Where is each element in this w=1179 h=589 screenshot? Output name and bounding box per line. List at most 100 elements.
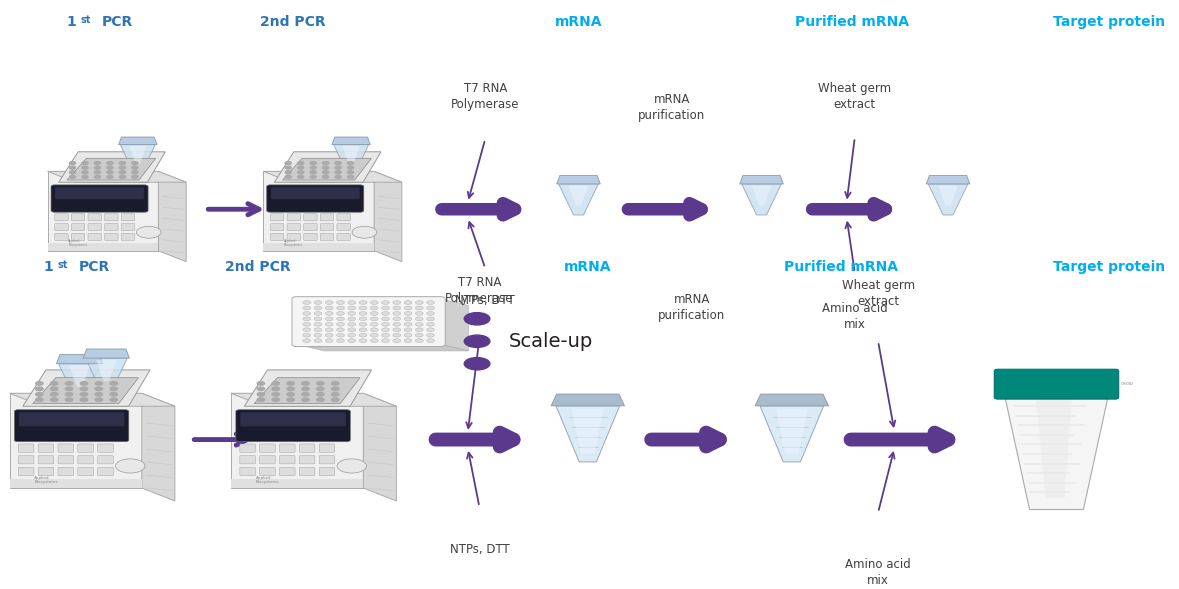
Circle shape <box>427 333 434 337</box>
Circle shape <box>80 387 87 391</box>
Circle shape <box>404 300 411 305</box>
FancyBboxPatch shape <box>38 444 54 452</box>
Text: 1: 1 <box>44 260 53 274</box>
Circle shape <box>331 398 338 402</box>
FancyBboxPatch shape <box>58 456 73 464</box>
Polygon shape <box>938 186 959 206</box>
Polygon shape <box>275 152 381 182</box>
Circle shape <box>427 312 434 315</box>
Polygon shape <box>760 406 824 462</box>
FancyBboxPatch shape <box>19 456 34 464</box>
FancyBboxPatch shape <box>19 444 34 452</box>
Circle shape <box>302 387 309 391</box>
Circle shape <box>83 171 88 174</box>
Circle shape <box>286 387 295 391</box>
Circle shape <box>360 317 367 321</box>
Circle shape <box>360 328 367 332</box>
Circle shape <box>70 171 75 174</box>
Circle shape <box>303 312 310 315</box>
FancyBboxPatch shape <box>121 214 134 221</box>
Polygon shape <box>158 171 186 262</box>
Circle shape <box>415 312 423 315</box>
Circle shape <box>83 161 88 164</box>
Text: Applied
Biosystems: Applied Biosystems <box>256 475 279 484</box>
Polygon shape <box>70 365 90 387</box>
FancyBboxPatch shape <box>51 185 149 212</box>
Circle shape <box>382 317 389 321</box>
FancyBboxPatch shape <box>121 233 134 240</box>
Circle shape <box>415 322 423 326</box>
Circle shape <box>302 398 309 402</box>
Circle shape <box>65 392 73 396</box>
Circle shape <box>110 387 118 391</box>
Circle shape <box>348 333 356 337</box>
Circle shape <box>360 339 367 343</box>
Polygon shape <box>119 137 157 145</box>
Circle shape <box>427 306 434 310</box>
Text: Purified mRNA: Purified mRNA <box>784 260 897 274</box>
Circle shape <box>337 317 344 321</box>
Circle shape <box>286 382 295 385</box>
Polygon shape <box>342 146 360 164</box>
FancyBboxPatch shape <box>54 214 68 221</box>
FancyBboxPatch shape <box>304 224 317 231</box>
FancyBboxPatch shape <box>38 467 54 475</box>
Circle shape <box>285 171 291 174</box>
Circle shape <box>427 317 434 321</box>
Text: Wheat germ
extract: Wheat germ extract <box>818 82 891 111</box>
FancyBboxPatch shape <box>78 444 93 452</box>
Circle shape <box>382 306 389 310</box>
Circle shape <box>348 171 354 174</box>
FancyBboxPatch shape <box>337 224 350 231</box>
Circle shape <box>337 339 344 343</box>
Circle shape <box>303 333 310 337</box>
Circle shape <box>70 161 75 164</box>
Polygon shape <box>231 393 363 488</box>
Circle shape <box>393 300 401 305</box>
Circle shape <box>427 339 434 343</box>
FancyBboxPatch shape <box>78 467 93 475</box>
Circle shape <box>331 392 338 396</box>
Circle shape <box>382 322 389 326</box>
FancyBboxPatch shape <box>88 214 101 221</box>
Polygon shape <box>739 176 783 184</box>
Circle shape <box>325 333 334 337</box>
Text: st: st <box>80 15 91 25</box>
FancyBboxPatch shape <box>88 233 101 240</box>
Text: Target protein: Target protein <box>1053 260 1165 274</box>
Polygon shape <box>742 184 782 215</box>
Circle shape <box>393 328 401 332</box>
Circle shape <box>360 333 367 337</box>
Polygon shape <box>67 158 156 180</box>
FancyBboxPatch shape <box>279 444 295 452</box>
Circle shape <box>337 312 344 315</box>
Circle shape <box>272 387 279 391</box>
Circle shape <box>335 166 341 169</box>
Circle shape <box>325 306 334 310</box>
Circle shape <box>465 313 490 325</box>
Text: Applied
Biosystems: Applied Biosystems <box>68 239 87 247</box>
Circle shape <box>119 171 125 174</box>
Circle shape <box>404 312 411 315</box>
Circle shape <box>382 300 389 305</box>
Circle shape <box>360 306 367 310</box>
Circle shape <box>325 339 334 343</box>
Text: st: st <box>58 260 67 270</box>
Circle shape <box>285 166 291 169</box>
Circle shape <box>310 171 316 174</box>
FancyBboxPatch shape <box>320 467 335 475</box>
Polygon shape <box>9 393 141 488</box>
Circle shape <box>297 171 304 174</box>
Circle shape <box>382 328 389 332</box>
FancyBboxPatch shape <box>320 456 335 464</box>
FancyBboxPatch shape <box>19 412 124 426</box>
FancyBboxPatch shape <box>239 444 256 452</box>
Circle shape <box>393 306 401 310</box>
FancyBboxPatch shape <box>105 233 118 240</box>
Circle shape <box>107 171 113 174</box>
Circle shape <box>119 161 125 164</box>
Circle shape <box>257 387 264 391</box>
Circle shape <box>314 300 322 305</box>
Circle shape <box>272 392 279 396</box>
Circle shape <box>337 322 344 326</box>
